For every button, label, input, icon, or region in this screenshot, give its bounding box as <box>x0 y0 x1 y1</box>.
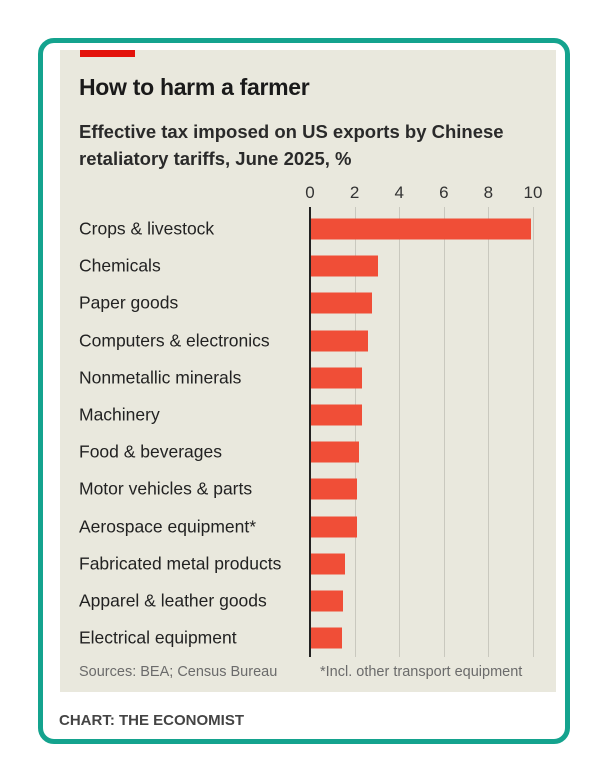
x-tick-label: 4 <box>394 183 404 202</box>
chart-credit: CHART: THE ECONOMIST <box>59 712 244 729</box>
gridline <box>488 207 490 657</box>
gridline <box>354 207 356 657</box>
bar <box>311 218 531 240</box>
bar <box>311 627 343 649</box>
bar <box>311 330 368 352</box>
bar <box>311 404 363 426</box>
category-label: Electrical equipment <box>79 627 237 648</box>
bar <box>311 255 378 277</box>
chart-panel <box>60 50 556 692</box>
category-label: Motor vehicles & parts <box>79 478 253 499</box>
bar <box>311 478 357 500</box>
category-label: Machinery <box>79 404 160 425</box>
source-note: Sources: BEA; Census Bureau <box>79 664 278 680</box>
bar <box>311 292 373 314</box>
bar <box>311 367 363 389</box>
bar <box>311 590 344 612</box>
economist-red-tag <box>80 50 135 57</box>
bar <box>311 441 360 463</box>
bar <box>311 553 345 575</box>
x-tick-label: 6 <box>439 183 449 202</box>
chart-subtitle: Effective tax imposed on US exports by C… <box>79 121 504 169</box>
zero-axis-line <box>309 207 311 657</box>
category-label: Crops & livestock <box>79 218 215 239</box>
category-label: Chemicals <box>79 255 161 276</box>
category-label: Paper goods <box>79 292 179 313</box>
footnote: *Incl. other transport equipment <box>320 664 523 680</box>
category-label: Nonmetallic minerals <box>79 367 242 388</box>
category-label: Food & beverages <box>79 441 223 462</box>
category-label: Apparel & leather goods <box>79 590 267 611</box>
chart-title: How to harm a farmer <box>79 74 310 100</box>
x-tick-label: 0 <box>305 183 315 202</box>
gridline <box>443 207 445 657</box>
gridline <box>533 207 534 657</box>
category-label: Aerospace equipment* <box>79 516 257 537</box>
bar <box>311 516 357 538</box>
x-tick-label: 2 <box>349 183 360 202</box>
gridline <box>399 207 401 657</box>
category-label: Computers & electronics <box>79 330 270 351</box>
x-tick-label: 8 <box>483 183 494 202</box>
category-label: Fabricated metal products <box>79 553 282 574</box>
x-tick-label: 10 <box>523 183 543 202</box>
